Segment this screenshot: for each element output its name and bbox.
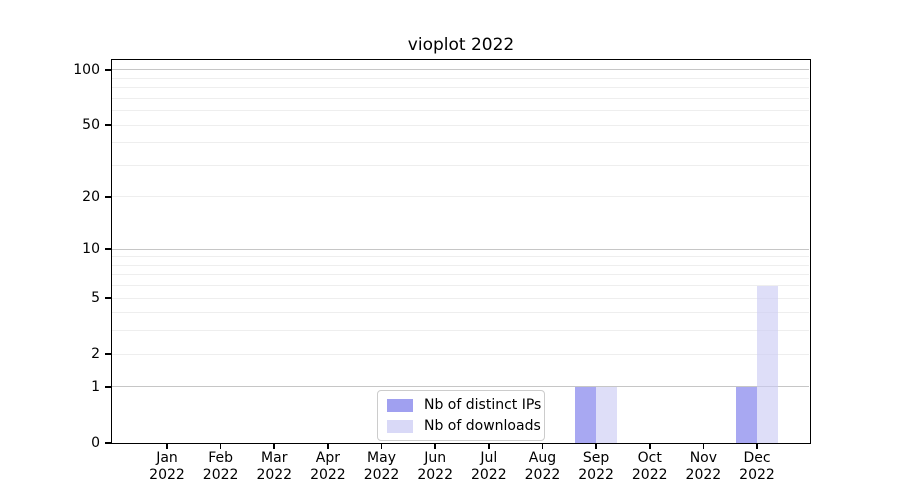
y-tick-label: 0 (91, 435, 100, 451)
x-tick-label: Oct 2022 (631, 450, 668, 483)
x-tick-label: Jan 2022 (149, 450, 185, 483)
legend-label-downloads: Nb of downloads (424, 418, 541, 434)
bar-nb-of-downloads-dec (757, 285, 778, 443)
minor-gridline (112, 264, 809, 266)
y-tick-label: 2 (91, 346, 100, 363)
major-gridline (112, 69, 809, 71)
x-tick-label: Jun 2022 (417, 450, 453, 483)
minor-gridline (112, 256, 809, 258)
x-tick-label: Jul 2022 (470, 450, 507, 483)
minor-gridline (112, 330, 809, 332)
x-tick (273, 443, 276, 449)
y-tick (105, 68, 112, 71)
y-tick (105, 353, 112, 355)
minor-gridline (112, 312, 809, 314)
y-tick (105, 124, 112, 126)
y-tick (105, 297, 112, 299)
bar-nb-of-downloads-sep (596, 386, 618, 443)
y-tick-label: 5 (91, 290, 100, 307)
x-tick (756, 443, 758, 449)
x-tick-label: Feb 2022 (202, 450, 239, 483)
bar-nb-of-distinct-ips-sep (575, 386, 597, 443)
y-tick-label: 50 (82, 117, 100, 134)
x-tick (595, 443, 597, 449)
minor-gridline (112, 353, 809, 355)
major-gridline (112, 248, 809, 250)
x-tick-label: Sep 2022 (578, 450, 614, 483)
chart-title: vioplot 2022 (407, 35, 515, 55)
y-tick-label: 10 (82, 241, 100, 258)
minor-gridline (112, 274, 809, 276)
y-tick (105, 248, 112, 250)
x-tick-label: Apr 2022 (310, 450, 346, 483)
y-tick (105, 196, 112, 198)
x-tick-label: Mar 2022 (256, 450, 293, 483)
y-tick-label: 1 (91, 378, 100, 395)
minor-gridline (112, 87, 809, 89)
legend-swatch-downloads (387, 419, 413, 433)
x-tick (380, 443, 383, 449)
legend-entry-downloads: Nb of downloads (387, 418, 541, 434)
major-gridline (112, 386, 809, 388)
y-tick (105, 386, 112, 388)
legend-label-distinct-ips: Nb of distinct IPs (424, 397, 542, 413)
legend-swatch-distinct-ips (387, 398, 413, 412)
x-tick (166, 443, 168, 449)
x-tick (702, 443, 705, 449)
minor-gridline (112, 124, 809, 126)
minor-gridline (112, 110, 809, 112)
y-tick-label: 20 (82, 188, 100, 205)
y-tick (105, 442, 112, 444)
x-tick (327, 443, 329, 449)
x-tick-label: Dec 2022 (739, 450, 775, 483)
minor-gridline (112, 77, 809, 79)
minor-gridline (112, 142, 809, 144)
x-tick-label: Nov 2022 (685, 450, 722, 483)
x-tick (541, 443, 544, 449)
minor-gridline (112, 164, 809, 166)
x-tick-label: Aug 2022 (524, 450, 561, 483)
legend-entry-distinct-ips: Nb of distinct IPs (387, 397, 541, 413)
x-tick (434, 443, 436, 449)
minor-gridline (112, 285, 809, 287)
legend: Nb of distinct IPs Nb of downloads (377, 390, 545, 441)
minor-gridline (112, 297, 809, 299)
y-tick-label: 100 (73, 61, 100, 78)
x-tick-label: May 2022 (363, 450, 400, 483)
minor-gridline (112, 196, 809, 198)
x-tick (488, 443, 490, 449)
bar-nb-of-distinct-ips-dec (736, 386, 757, 443)
x-tick (648, 443, 651, 449)
minor-gridline (112, 97, 809, 99)
x-tick (219, 443, 222, 449)
